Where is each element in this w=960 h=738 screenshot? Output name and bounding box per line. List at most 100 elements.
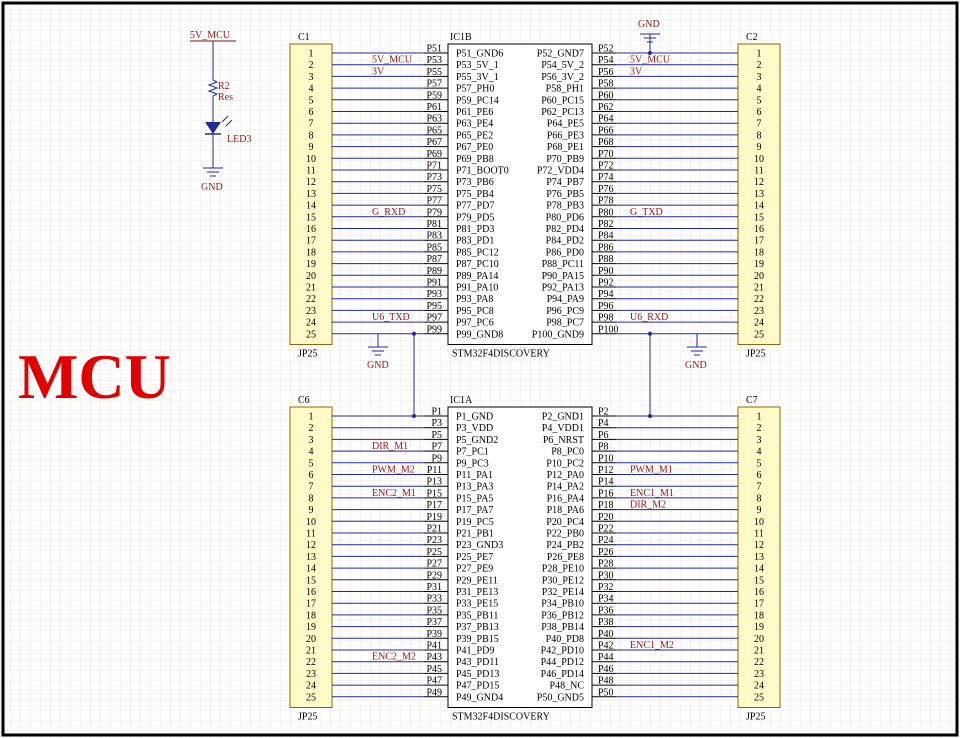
pin-name: P69_PB8 (456, 154, 494, 165)
pin-number: P77 (426, 196, 442, 207)
pin-name: P68_PE1 (547, 142, 584, 153)
pin-number: P62 (598, 102, 614, 113)
generated-circuit: C1JP251234567891011121314151617181920212… (289, 32, 781, 723)
pin-number: P35 (426, 605, 442, 616)
pin-name: P7_PC1 (456, 447, 489, 458)
ground-label: GND (638, 19, 660, 30)
pin-number: P88 (598, 254, 614, 265)
mcu-title: MCU (18, 341, 171, 412)
connector-pin-number: 2 (757, 60, 762, 71)
connector-pin-number: 23 (754, 306, 764, 317)
pin-name: P34_PB10 (541, 599, 584, 610)
connector-ref: C7 (746, 395, 758, 406)
pin-number: P37 (426, 617, 442, 628)
pin-name: P96_PC9 (546, 306, 584, 317)
connector-part: JP25 (746, 349, 765, 360)
pin-number: P87 (426, 254, 442, 265)
pin-number: P9 (431, 453, 442, 464)
pin-number: P41 (426, 641, 442, 652)
pin-name: P90_PA15 (542, 271, 584, 282)
connector-pin-number: 25 (306, 329, 316, 340)
connector-pin-number: 12 (306, 177, 316, 188)
pin-name: P42_PD10 (541, 646, 584, 657)
pin-name: P55_3V_1 (456, 72, 499, 83)
connector-pin-number: 11 (306, 166, 316, 177)
connector-pin-number: 19 (754, 622, 764, 633)
pin-name: P20_PC4 (546, 517, 584, 528)
pin-name: P48_NC (550, 681, 585, 692)
connector-pin-number: 23 (754, 669, 764, 680)
connector-pin-number: 16 (754, 587, 764, 598)
pin-number: P50 (598, 687, 614, 698)
ground-top-center: GND (638, 19, 660, 55)
pin-name: P76_PB5 (546, 189, 584, 200)
pin-number: P33 (426, 594, 442, 605)
pin-name: P24_PB2 (546, 540, 584, 551)
junction-dot (648, 414, 652, 418)
pin-name: P33_PE15 (456, 599, 498, 610)
pin-name: P28_PE10 (542, 564, 584, 575)
connector-ref: C2 (746, 32, 758, 43)
connector-pin-number: 20 (306, 634, 316, 645)
pin-number: P97 (426, 313, 442, 324)
pin-name: P74_PB7 (546, 177, 584, 188)
pin-name: P95_PC8 (456, 306, 494, 317)
connector-pin-number: 22 (754, 294, 764, 305)
pin-number: P49 (426, 687, 442, 698)
bottom-block: C6JP251234567891011121314151617181920212… (289, 395, 781, 723)
connector-pin-number: 8 (757, 493, 762, 504)
connector-c2: C2JP251234567891011121314151617181920212… (737, 32, 781, 360)
pin-number: P89 (426, 266, 442, 277)
net-label: 3V (630, 66, 643, 77)
pin-name: P85_PC12 (456, 247, 499, 258)
pin-number: P25 (426, 547, 442, 558)
ic-body (447, 43, 593, 345)
connector-pin-number: 13 (306, 552, 316, 563)
pin-number: P78 (598, 196, 614, 207)
connector-pin-number: 22 (306, 657, 316, 668)
pin-number: P27 (426, 559, 442, 570)
connector-pin-number: 14 (754, 201, 764, 212)
pin-name: P86_PD0 (546, 247, 584, 258)
connector-pin-number: 1 (309, 49, 314, 60)
connector-pin-number: 7 (757, 119, 762, 130)
net-label: DIR_M1 (372, 441, 408, 452)
pin-name: P60_PC15 (541, 95, 584, 106)
pin-number: P100 (598, 324, 619, 335)
pin-name: P49_GND4 (456, 692, 503, 703)
connector-pin-number: 16 (306, 224, 316, 235)
pin-number: P95 (426, 301, 442, 312)
connector-pin-number: 18 (754, 610, 764, 621)
pin-name: P83_PD1 (456, 236, 494, 247)
pin-name: P8_PC0 (551, 447, 584, 458)
connector-pin-number: 25 (754, 329, 764, 340)
ic1b-chip: IC1B STM32F4DISCOVERY P51 P51_GND6 P52 P52_GN… (426, 32, 618, 360)
pin-number: P54 (598, 55, 614, 66)
pin-number: P5 (431, 430, 442, 441)
pin-number: P11 (427, 465, 442, 476)
led-indicator: 5V_MCU R2 Res LED3 GND (190, 30, 251, 193)
pin-number: P90 (598, 266, 614, 277)
pin-number: P72 (598, 161, 614, 172)
junction-dot (412, 331, 416, 336)
connector-pin-number: 18 (754, 247, 764, 258)
net-label: 3V (372, 66, 385, 77)
pin-name: P80_PD6 (546, 212, 584, 223)
pin-name: P32_PE14 (542, 587, 584, 598)
pin-name: P88_PC11 (542, 259, 584, 270)
pin-number: P47 (426, 676, 442, 687)
pin-name: P27_PE9 (456, 564, 493, 575)
pin-number: P92 (598, 278, 614, 289)
pin-number: P31 (426, 582, 442, 593)
net-label: U6_TXD (372, 312, 410, 323)
connector-body (289, 43, 333, 345)
pin-name: P57_PH0 (456, 84, 494, 95)
pin-number: P28 (598, 559, 614, 570)
connector-pin-number: 7 (309, 119, 314, 130)
connector-pin-number: 9 (309, 142, 314, 153)
pin-name: P13_PA3 (456, 482, 493, 493)
pin-name: P51_GND6 (456, 49, 503, 60)
connector-pin-number: 22 (754, 657, 764, 668)
pin-number: P69 (426, 149, 442, 160)
pin-number: P46 (598, 664, 614, 675)
